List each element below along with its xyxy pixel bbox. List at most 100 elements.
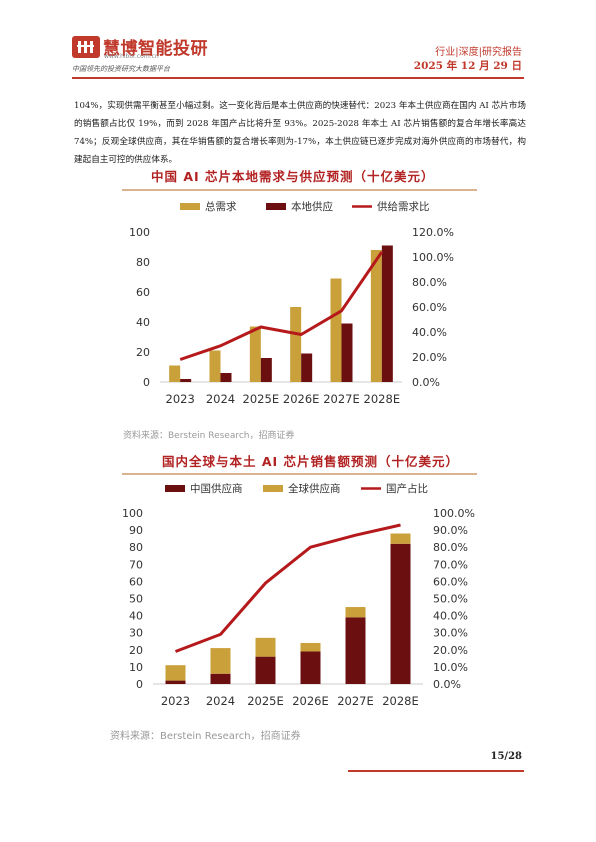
chart2-y2tick-label: 70.0%: [433, 558, 468, 571]
chart1-y2tick-label: 0.0%: [412, 376, 440, 389]
chart2-ytick-label: 0: [136, 678, 143, 691]
chart1-bar: [330, 278, 342, 382]
chart1-ytick-label: 0: [143, 376, 150, 389]
chart2-legend-label: 国产占比: [386, 482, 428, 495]
brand-slogan: 中国领先的投资研究大数据平台: [72, 65, 170, 73]
chart1-bar: [381, 245, 393, 382]
chart2-ytick-label: 60: [129, 575, 143, 588]
chart2-y2tick-label: 40.0%: [433, 610, 468, 623]
report-date: 2025 年 12 月 29 日: [413, 60, 522, 72]
chart2-ytick-label: 80: [129, 541, 143, 554]
brand-name: 慧博智能投研: [103, 39, 208, 59]
chart1: 总需求 本地供应 供给需求比 0 20 40 60 80 100 0.0% 20.0% 40.0% 60…: [110, 192, 490, 417]
chart2-y2tick-label: 30.0%: [433, 627, 468, 640]
chart1-bar: [169, 365, 181, 382]
chart2-xtick-label: 2026E: [292, 694, 329, 708]
chart1-xtick-label: 2028E: [364, 392, 401, 406]
chart2-y2tick-label: 80.0%: [433, 541, 468, 554]
chart1-xtick-label: 2026E: [283, 392, 320, 406]
chart2-y2tick-label: 50.0%: [433, 593, 468, 606]
chart2-ytick-label: 30: [129, 627, 143, 640]
chart1-ytick-label: 40: [136, 316, 150, 329]
chart1-title: 中国 AI 芯片本地需求与供应预测（十亿美元）: [151, 169, 435, 184]
chart2-xtick-label: 2024: [206, 694, 235, 708]
chart2-source: 资料来源：Berstein Research，招商证券: [110, 731, 301, 742]
chart2: 中国供应商 全球供应商 国产占比 0 10 20 30 40 50 60 70 80 90 100 0.0%…: [105, 476, 495, 721]
chart1-legend-label: 总需求: [205, 200, 237, 213]
body-paragraph: 104%，实现供需平衡甚至小幅过剩。这一变化背后是本土供应商的快速替代：2023…: [74, 101, 526, 165]
brand-url: www.hibor.com.cn: [104, 53, 159, 60]
chart2-xtick-label: 2027E: [337, 694, 374, 708]
chart2-bar: [390, 543, 411, 684]
chart2-xtick-label: 2025E: [247, 694, 284, 708]
chart2-y2tick-label: 10.0%: [433, 661, 468, 674]
chart2-bar: [255, 637, 276, 657]
chart2-legend-swatch: [165, 485, 185, 492]
chart2-bar: [210, 673, 231, 684]
chart1-bar: [341, 323, 353, 382]
chart1-legend-swatch: [180, 203, 200, 210]
chart1-ytick-label: 80: [136, 256, 150, 269]
chart1-bar: [301, 353, 313, 382]
footer-divider: [348, 770, 524, 772]
chart1-xtick-label: 2027E: [323, 392, 360, 406]
chart1-xtick-label: 2025E: [243, 392, 280, 406]
chart1-legend-label: 本地供应: [291, 200, 333, 213]
chart2-ytick-label: 90: [129, 524, 143, 537]
chart2-bar: [300, 642, 321, 652]
chart2-ytick-label: 10: [129, 661, 143, 674]
chart2-y2tick-label: 0.0%: [433, 678, 461, 691]
chart1-title-rule: [122, 189, 477, 191]
chart2-bar: [300, 651, 321, 684]
chart1-bar: [260, 358, 272, 382]
chart2-legend-label: 全球供应商: [288, 482, 341, 495]
chart2-y2tick-label: 100.0%: [433, 507, 475, 520]
brand-logo-icon: [72, 36, 100, 58]
chart2-bar: [390, 533, 411, 544]
chart2-bar: [165, 680, 186, 684]
chart1-svg: 总需求 本地供应 供给需求比 0 20 40 60 80 100 0.0% 20.0% 40.0% 60…: [129, 200, 454, 406]
chart1-line-series: [179, 251, 384, 361]
chart1-y2tick-label: 20.0%: [412, 351, 447, 364]
chart1-bar: [220, 373, 232, 382]
chart1-legend-label: 供给需求比: [377, 200, 430, 213]
chart2-y2tick-label: 60.0%: [433, 575, 468, 588]
chart1-ytick-label: 20: [136, 346, 150, 359]
chart2-ytick-label: 50: [129, 593, 143, 606]
report-category: 行业|深度|研究报告: [435, 47, 522, 58]
chart2-y2tick-label: 20.0%: [433, 644, 468, 657]
chart2-title: 国内全球与本土 AI 芯片销售额预测（十亿美元）: [162, 454, 460, 469]
chart2-bar: [165, 665, 186, 681]
chart1-ytick-label: 60: [136, 286, 150, 299]
chart1-xtick-label: 2024: [206, 392, 235, 406]
page-number: 15/28: [490, 751, 522, 762]
chart2-title-rule: [122, 473, 477, 475]
header-divider: [72, 77, 524, 79]
chart1-ytick-label: 100: [129, 226, 150, 239]
chart2-line-series: [174, 523, 401, 653]
chart2-svg: 中国供应商 全球供应商 国产占比 0 10 20 30 40 50 60 70 80 90 100 0.0%…: [122, 482, 475, 708]
chart1-bar: [249, 326, 261, 382]
chart1-y2tick-label: 80.0%: [412, 276, 447, 289]
chart2-ytick-label: 70: [129, 558, 143, 571]
chart1-bar: [290, 307, 302, 382]
chart2-legend-label: 中国供应商: [190, 482, 243, 495]
chart1-bar: [370, 250, 382, 382]
chart1-y2tick-label: 100.0%: [412, 251, 454, 264]
chart2-ytick-label: 20: [129, 644, 143, 657]
chart1-y2tick-label: 120.0%: [412, 226, 454, 239]
chart1-legend-swatch: [266, 203, 286, 210]
chart2-bar: [345, 617, 366, 684]
chart2-y2tick-label: 90.0%: [433, 524, 468, 537]
page-header: 慧博智能投研 www.hibor.com.cn 中国领先的投资研究大数据平台 行…: [0, 0, 596, 80]
chart2-bar: [345, 607, 366, 618]
chart2-bar: [255, 656, 276, 684]
chart2-legend-swatch: [263, 485, 283, 492]
chart1-y2tick-label: 40.0%: [412, 326, 447, 339]
chart1-bar: [209, 350, 221, 382]
chart2-xtick-label: 2023: [161, 694, 190, 708]
chart1-source: 资料来源：Berstein Research，招商证券: [123, 431, 295, 441]
chart2-ytick-label: 40: [129, 610, 143, 623]
chart2-ytick-label: 100: [122, 507, 143, 520]
chart2-xtick-label: 2028E: [382, 694, 419, 708]
